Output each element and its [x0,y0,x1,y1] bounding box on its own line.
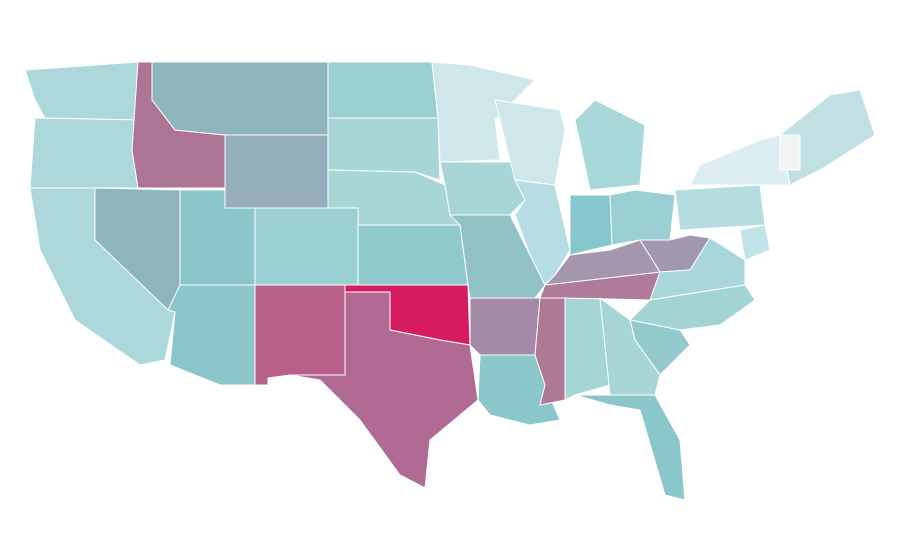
region [167,284,256,386]
region [779,89,876,186]
region [29,117,139,189]
region [224,134,329,209]
region [574,394,686,501]
region [254,207,359,286]
region [739,224,771,261]
region [574,99,646,191]
region [469,297,541,356]
region [289,291,479,489]
region [569,194,613,256]
region [431,61,536,163]
region [327,61,439,119]
region [24,61,139,121]
region [357,224,469,286]
region [779,134,801,171]
region [254,284,346,386]
region [609,189,676,246]
region [151,61,329,136]
region [689,134,791,186]
region [327,117,441,181]
region [674,184,766,231]
